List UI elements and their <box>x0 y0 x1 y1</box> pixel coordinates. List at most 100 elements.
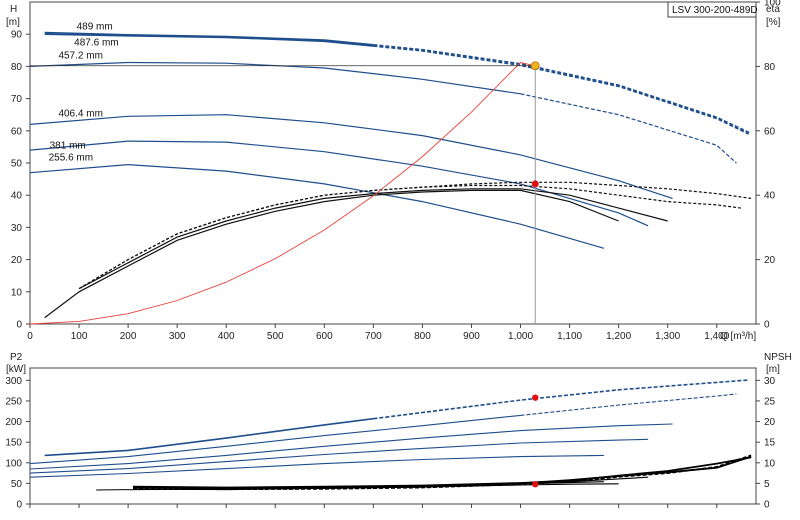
head-axis-tick-label: 90 <box>11 30 23 41</box>
system-curve <box>29 62 536 325</box>
tick-layer: 0 100 200 300 400 500 600 700 800 900 1,000 1,100 1,… <box>5 0 781 511</box>
power-point-marker <box>532 394 539 401</box>
x-axis-title: Q [m³/h] <box>720 331 756 342</box>
power-axis-tick-label: 250 <box>5 396 22 407</box>
eta-axis-tick-label: 80 <box>764 62 776 73</box>
x-tick-label: 700 <box>365 331 382 342</box>
upper-right-axis-title-line1: eta <box>766 4 780 15</box>
head-axis-tick-label: 0 <box>16 320 22 331</box>
head-axis-tick-label: 30 <box>11 223 23 234</box>
head-curve-dashed <box>520 93 737 164</box>
x-tick-label: 800 <box>414 331 431 342</box>
power-curve <box>29 414 521 465</box>
npsh-axis-tick-label: 20 <box>764 417 776 428</box>
eta-axis-tick-label: 0 <box>764 320 770 331</box>
head-axis-tick-label: 40 <box>11 191 23 202</box>
head-axis-tick-label: 50 <box>11 159 23 170</box>
npsh-curve <box>132 483 619 491</box>
head-curve-label: 406.4 mm <box>58 108 102 119</box>
chart-title-box <box>667 1 757 18</box>
lower-right-axis-title-line2: [m] <box>766 364 780 375</box>
upper-plot-frame <box>29 1 757 325</box>
eta-curve <box>78 184 742 290</box>
x-tick-label: 1,000 <box>508 331 533 342</box>
eta-axis-tick-label: 60 <box>764 126 776 137</box>
power-axis-tick-label: 0 <box>16 500 22 511</box>
head-curve-label: 489 mm <box>77 21 113 32</box>
head-axis-tick-label: 60 <box>11 126 23 137</box>
npsh-axis-tick-label: 25 <box>764 396 776 407</box>
head-axis-tick-label: 20 <box>11 255 23 266</box>
power-curve <box>29 438 649 474</box>
x-tick-label: 600 <box>316 331 333 342</box>
upper-left-axis-title-line2: [m] <box>6 17 20 28</box>
npsh-curve <box>132 454 752 491</box>
upper-right-axis-title-line2: [%] <box>766 17 781 28</box>
power-curve <box>29 454 604 478</box>
power-curve-dashed <box>373 379 749 420</box>
lower-left-axis-title-line1: P2 <box>10 352 23 363</box>
x-tick-label: 900 <box>463 331 480 342</box>
upper-panel: H [m] eta [%] Q [m³/h] LSV 300-200-489D <box>6 1 781 342</box>
npsh-axis-tick-label: 0 <box>764 500 770 511</box>
head-curve <box>44 31 374 46</box>
npsh-curve <box>132 476 649 489</box>
chart-title: LSV 300-200-489D <box>672 5 758 16</box>
head-curve-dashed <box>373 45 749 135</box>
lower-plot-frame <box>29 367 757 505</box>
eta-point-marker <box>531 180 539 188</box>
power-curve <box>44 417 374 457</box>
npsh-curve-extension <box>96 487 374 491</box>
lower-panel: P2 [kW] NPSH [m] <box>6 352 792 505</box>
npsh-axis-tick-label: 15 <box>764 438 776 449</box>
eta-curve <box>78 181 752 290</box>
head-curve <box>29 163 605 249</box>
power-axis-tick-label: 50 <box>11 479 23 490</box>
power-axis-tick-label: 300 <box>5 376 22 387</box>
x-tick-label: 400 <box>218 331 235 342</box>
power-axis-tick-label: 150 <box>5 438 22 449</box>
x-tick-label: 1,300 <box>655 331 680 342</box>
head-axis-tick-label: 80 <box>11 62 23 73</box>
eta-axis-tick-label: 20 <box>764 255 776 266</box>
power-axis-tick-label: 100 <box>5 458 22 469</box>
duty-point-marker <box>530 61 540 71</box>
head-axis-tick-label: 70 <box>11 94 23 105</box>
npsh-axis-tick-label: 30 <box>764 376 776 387</box>
power-curve <box>29 423 673 470</box>
upper-left-axis-title-line1: H <box>10 4 17 15</box>
x-tick-label: 200 <box>120 331 137 342</box>
head-curve-label: 457.2 mm <box>58 50 102 61</box>
eta-curve <box>78 188 668 290</box>
marker-layer <box>530 61 540 488</box>
x-tick-label: 1,100 <box>557 331 582 342</box>
head-curve-label: 487.6 mm <box>74 37 118 48</box>
x-tick-label: 1,400 <box>704 331 729 342</box>
head-curve <box>29 114 673 199</box>
head-curve-dashed <box>373 44 752 135</box>
head-curve-label: 381 mm <box>50 141 86 152</box>
head-curve-label: 255.6 mm <box>49 152 93 163</box>
curve-layer <box>29 31 752 491</box>
x-tick-label: 100 <box>71 331 88 342</box>
npsh-point-marker <box>532 481 539 488</box>
head-curve <box>44 33 374 47</box>
head-curve <box>29 140 649 227</box>
lower-left-axis-title-line2: [kW] <box>6 364 26 375</box>
power-axis-tick-label: 200 <box>5 417 22 428</box>
curve-label-layer: 489 mm 487.6 mm 457.2 mm 406.4 mm 381 mm255.… <box>49 21 119 163</box>
eta-axis-tick-label: 100 <box>764 0 781 9</box>
eta-axis-tick-label: 40 <box>764 191 776 202</box>
npsh-axis-tick-label: 10 <box>764 458 776 469</box>
head-axis-tick-label: 10 <box>11 287 23 298</box>
eta-curve <box>44 189 619 319</box>
x-tick-label: 500 <box>267 331 284 342</box>
power-curve-dashed <box>520 393 737 416</box>
npsh-axis-tick-label: 5 <box>764 479 770 490</box>
lower-right-axis-title-line1: NPSH <box>764 352 792 363</box>
x-tick-label: 1,200 <box>606 331 631 342</box>
head-curve <box>29 61 521 95</box>
x-tick-label: 300 <box>169 331 186 342</box>
x-tick-label: 0 <box>27 331 33 342</box>
